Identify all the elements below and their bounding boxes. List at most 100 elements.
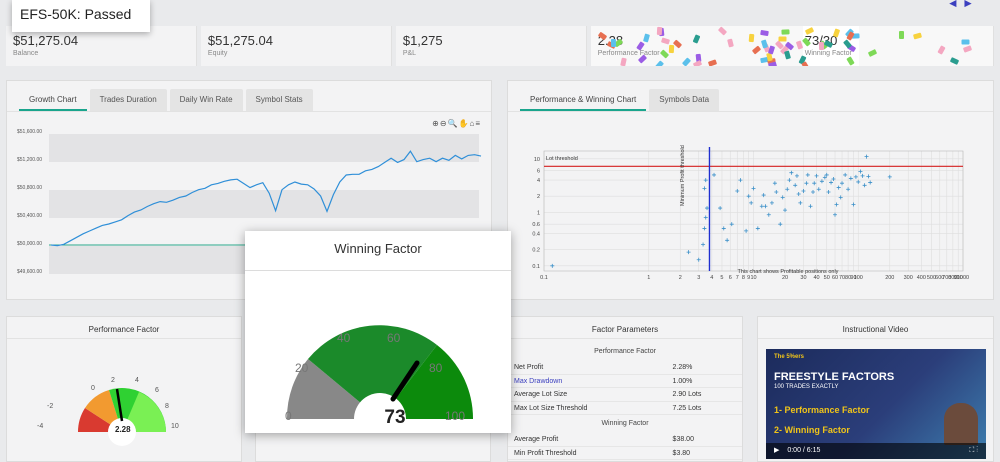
stat-label: Winning Factor bbox=[804, 50, 852, 57]
winning-factor-gauge bbox=[286, 325, 474, 433]
confetti-piece bbox=[778, 36, 787, 42]
scatter-point bbox=[785, 187, 790, 192]
confetti-piece bbox=[656, 27, 662, 36]
y-tick-label: $50,000.00 bbox=[17, 241, 43, 247]
scatter-point bbox=[686, 250, 691, 255]
section-heading: Winning Factor bbox=[601, 420, 649, 427]
min-profit-threshold-label: Minimum Profit threshold bbox=[680, 145, 686, 206]
scatter-point bbox=[749, 200, 754, 205]
scatter-point bbox=[843, 172, 848, 177]
x-tick-label: 6 bbox=[729, 275, 732, 281]
max-drawdown-link[interactable]: Max Drawdown bbox=[514, 377, 563, 385]
tab-symbol-stats[interactable]: Symbol Stats bbox=[245, 89, 313, 111]
scatter-point bbox=[703, 215, 708, 220]
confetti-piece bbox=[961, 39, 970, 45]
y-tick-label: 10 bbox=[534, 157, 540, 163]
scatter-point bbox=[729, 222, 734, 227]
scatter-point bbox=[848, 176, 853, 181]
winning-factor-value: 73 bbox=[384, 407, 406, 428]
tab-daily-win-rate[interactable]: Daily Win Rate bbox=[169, 89, 243, 111]
zoom-in-icon[interactable]: ⊕ bbox=[432, 119, 440, 128]
scatter-point bbox=[829, 180, 834, 185]
confetti-piece bbox=[661, 37, 671, 45]
performance-winning-panel: Performance & Winning Chart Symbols Data… bbox=[507, 80, 994, 300]
param-value: $3.80 bbox=[672, 449, 691, 457]
x-tick-label: 20 bbox=[782, 275, 788, 281]
x-tick-label: 1 bbox=[647, 275, 650, 281]
tab-symbols-data[interactable]: Symbols Data bbox=[649, 89, 720, 111]
scatter-point bbox=[755, 226, 760, 231]
scatter-point bbox=[805, 172, 810, 177]
tab-trades-duration[interactable]: Trades Duration bbox=[89, 89, 167, 111]
scatter-point bbox=[801, 189, 806, 194]
confetti-piece bbox=[752, 45, 762, 55]
stat-label: Balance bbox=[13, 50, 39, 57]
x-tick-label: 9 bbox=[747, 275, 750, 281]
x-tick-label: 60 bbox=[832, 275, 838, 281]
scatter-point bbox=[887, 174, 892, 179]
play-icon[interactable]: ▶ bbox=[774, 447, 780, 454]
scatter-point bbox=[851, 202, 856, 207]
confetti-piece bbox=[767, 45, 775, 55]
modal-title: Winning Factor bbox=[245, 231, 511, 271]
scatter-point bbox=[772, 181, 777, 186]
scatter-point bbox=[725, 238, 730, 243]
param-row: Average Profit $38.00 bbox=[508, 433, 742, 447]
x-tick-label: 70 bbox=[839, 275, 845, 281]
factor-parameters-panel: Factor Parameters Performance Factor Net… bbox=[507, 316, 743, 462]
confetti-piece bbox=[937, 45, 947, 56]
chart-band bbox=[49, 134, 479, 162]
x-tick-label: 300 bbox=[904, 275, 913, 281]
video-controls[interactable]: ▶ 0:00 / 6:15 ⛶ ⋮ bbox=[766, 443, 986, 459]
stat-label: Performance Factor bbox=[597, 50, 660, 57]
x-tick-label: 5 bbox=[720, 275, 723, 281]
performance-factor-value: 2.28 bbox=[115, 425, 131, 434]
scatter-point bbox=[759, 204, 764, 209]
growth-tabs: Growth Chart Trades Duration Daily Win R… bbox=[7, 81, 491, 112]
scatter-point bbox=[812, 181, 817, 186]
x-tick-label: 100 bbox=[854, 275, 863, 281]
x-tick-label: 400 bbox=[917, 275, 926, 281]
video-item: 2- Winning Factor bbox=[774, 425, 850, 435]
gauge-tick: 20 bbox=[295, 361, 309, 375]
gauge-gray-zone bbox=[286, 359, 380, 419]
expand-icon[interactable]: ◄ ► bbox=[946, 0, 974, 10]
magnify-icon[interactable]: 🔍 bbox=[447, 119, 459, 128]
scatter-point bbox=[836, 185, 841, 190]
fullscreen-icon[interactable]: ⛶ ⋮ bbox=[969, 447, 978, 454]
scatter-point bbox=[866, 174, 871, 179]
x-tick-label: 90 bbox=[850, 275, 856, 281]
scatter-point bbox=[735, 189, 740, 194]
pan-icon[interactable]: ✋ bbox=[458, 119, 470, 128]
zoom-out-icon[interactable]: ⊖ bbox=[439, 119, 448, 128]
plot-frame bbox=[543, 150, 964, 272]
gauge-tick: 60 bbox=[387, 331, 401, 345]
param-key: Average Lot Size bbox=[514, 391, 568, 398]
scatter-point bbox=[696, 257, 701, 262]
x-tick-label: 1000 bbox=[957, 275, 969, 281]
confetti-piece bbox=[748, 33, 755, 43]
scatter-point bbox=[794, 173, 799, 178]
stat-balance: $51,275.04 Balance bbox=[6, 26, 197, 66]
gauge-needle bbox=[390, 360, 420, 402]
confetti-piece bbox=[899, 30, 905, 39]
scatter-point bbox=[778, 222, 783, 227]
scatter-point bbox=[746, 194, 751, 199]
home-icon[interactable]: ⌂ bbox=[469, 119, 476, 128]
video-subheadline: 100 TRADES EXACTLY bbox=[774, 384, 839, 390]
confetti-piece bbox=[819, 41, 825, 50]
scatter-point bbox=[705, 206, 710, 211]
video-player[interactable]: The 5%ers FREESTYLE FACTORS 100 TRADES E… bbox=[766, 349, 986, 459]
gauge-tick: 0 bbox=[91, 385, 95, 392]
menu-icon[interactable]: ≡ bbox=[475, 119, 481, 128]
tab-growth-chart[interactable]: Growth Chart bbox=[19, 89, 87, 111]
scatter-caption: This chart shows Profitable positions on… bbox=[737, 269, 839, 275]
gauge-needle bbox=[115, 388, 124, 422]
tab-performance-winning-chart[interactable]: Performance & Winning Chart bbox=[520, 89, 647, 111]
stat-label: Equity bbox=[207, 50, 228, 57]
scatter-point bbox=[860, 173, 865, 178]
performance-factor-gauge bbox=[77, 388, 166, 446]
confetti-piece bbox=[781, 29, 791, 35]
x-tick-label: 30 bbox=[800, 275, 806, 281]
scatter-point bbox=[814, 173, 819, 178]
